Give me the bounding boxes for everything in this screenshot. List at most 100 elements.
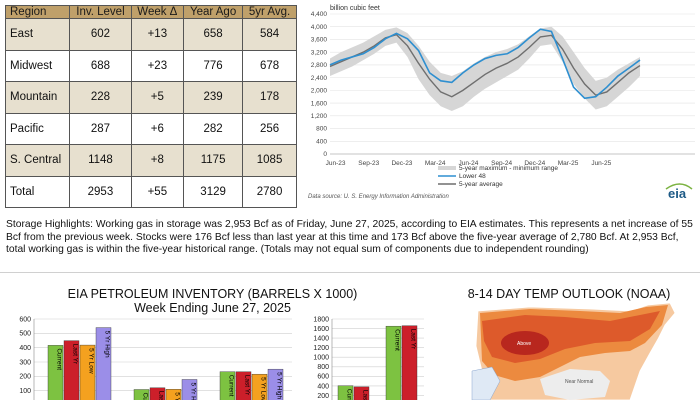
y-tick-label: 800 — [316, 126, 327, 133]
y-tick-labels: 0100200300400500600 — [19, 316, 31, 395]
bar-label: Last Yr — [72, 344, 79, 365]
petroleum-title-line-1: EIA PETROLEUM INVENTORY (BARRELS X 1000) — [67, 287, 358, 301]
bar-5-yr-high — [181, 379, 198, 400]
cell-year-ago: 3129 — [183, 175, 244, 208]
cell-week-delta: +13 — [130, 18, 185, 51]
cell-inv-level: 228 — [69, 81, 132, 114]
col-header-year-ago: Year Ago — [183, 5, 244, 19]
bar-label: Last Yr — [410, 329, 417, 350]
bar-label: Last Yr — [244, 375, 251, 396]
bar-5-yr-low — [251, 373, 268, 400]
cell-year-ago: 658 — [183, 18, 244, 51]
y-tick-label: 300 — [19, 359, 31, 366]
y-tick-label: 1200 — [313, 345, 329, 352]
y-tick-label: 3,200 — [311, 49, 328, 56]
y-tick-label: 2,800 — [311, 62, 328, 69]
bar-label: 5 Yr High — [276, 372, 283, 399]
y-tick-label: 4,000 — [311, 24, 328, 31]
x-tick-label: Jun-23 — [326, 160, 346, 167]
cell-week-delta: +8 — [130, 144, 185, 177]
y-tick-label: 500 — [19, 331, 31, 338]
bar-5-yr-high — [267, 368, 284, 400]
bar-label: Current — [228, 375, 235, 397]
bar-last-yr — [149, 387, 166, 400]
x-tick-label: Jun-24 — [458, 160, 478, 167]
bar-5-yr-low — [79, 344, 96, 400]
legend-label-5yr-average: 5-year average — [459, 181, 503, 188]
data-source-note: Data source: U. S. Energy Information Ad… — [308, 194, 450, 200]
cell-inv-level: 1148 — [69, 144, 132, 177]
y-tick-label: 1,600 — [311, 100, 328, 107]
y-tick-label: 2,000 — [311, 88, 328, 95]
y-tick-label: 400 — [19, 345, 31, 352]
map-alaska — [471, 366, 501, 400]
petroleum-title: EIA PETROLEUM INVENTORY (BARRELS X 1000)… — [0, 287, 425, 315]
cell-week-delta: +6 — [130, 112, 185, 145]
table-row: Midwest 688 +23 776 678 — [4, 49, 297, 82]
cell-inv-level: 688 — [69, 49, 132, 82]
bar-label: 5 Yr Low — [260, 377, 267, 400]
y-tick-label: 1600 — [313, 326, 329, 333]
legend-label-lower-48: Lower 48 — [459, 173, 486, 180]
map-label-above: Above — [517, 341, 531, 347]
cell-5yr-avg: 2780 — [242, 175, 297, 208]
eia-logo-arc-icon — [665, 183, 693, 190]
eia-logo: eia — [668, 186, 687, 201]
table-row: Pacific 287 +6 282 256 — [4, 112, 297, 145]
x-tick-label: Dec-23 — [391, 160, 412, 167]
legend: 5-year maximum - minimum range Lower 48 … — [438, 165, 558, 188]
petroleum-title-line-2: Week Ending June 27, 2025 — [134, 301, 291, 315]
bar-current — [219, 371, 236, 400]
table-row: S. Central 1148 +8 1175 1085 — [4, 144, 297, 177]
storage-chart: billion cubic feet 0 400 800 1,200 1,600 2,00… — [308, 5, 695, 201]
y-tick-label: 100 — [19, 388, 31, 395]
y-axis-unit-label: billion cubic feet — [330, 5, 380, 12]
bar-current — [337, 385, 354, 400]
bar-label: Last Yr — [158, 391, 165, 400]
x-tick-label: Mar-24 — [425, 160, 446, 167]
table-row-total: Total 2953 +55 3129 2780 — [4, 175, 297, 208]
bar-label: Current — [56, 348, 63, 370]
x-tick-labels: Jun-23 Sep-23 Dec-23 Mar-24 Jun-24 Sep-24 Dec-… — [326, 160, 612, 167]
cell-5yr-avg: 584 — [242, 18, 297, 51]
bar-5-yr-low — [165, 389, 182, 400]
x-tick-label: Sep-24 — [491, 160, 512, 167]
y-tick-label: 1000 — [313, 355, 329, 362]
bar-current — [133, 389, 150, 400]
series-line-lower-48 — [329, 28, 641, 100]
bar-label: 5 Yr Low — [88, 348, 95, 374]
storage-table: Region Inv. Level Week Δ Year Ago 5yr Av… — [4, 5, 297, 208]
y-tick-label: 2,400 — [311, 75, 328, 82]
cell-region: Pacific — [4, 112, 71, 145]
bar-label: Current — [142, 393, 149, 400]
table-header-row: Region Inv. Level Week Δ Year Ago 5yr Av… — [4, 5, 297, 19]
cell-inv-level: 287 — [69, 112, 132, 145]
bar-label: 5 Yr Low — [174, 392, 181, 400]
bar-last-yr — [63, 340, 80, 400]
bar-current — [47, 345, 64, 400]
cell-year-ago: 239 — [183, 81, 244, 114]
y-tick-label: 1800 — [313, 316, 329, 323]
y-tick-label: 0 — [323, 151, 327, 158]
cell-year-ago: 282 — [183, 112, 244, 145]
y-tick-label: 600 — [317, 374, 329, 381]
table-row: Mountain 228 +5 239 178 — [4, 81, 297, 114]
cell-region: Total — [4, 175, 71, 208]
x-tick-label: Mar-25 — [558, 160, 579, 167]
bar-label: Current — [394, 329, 401, 351]
legend-swatch-range — [438, 166, 456, 170]
cell-5yr-avg: 256 — [242, 112, 297, 145]
cell-year-ago: 1175 — [183, 144, 244, 177]
col-header-region: Region — [4, 5, 71, 19]
cell-5yr-avg: 1085 — [242, 144, 297, 177]
bar-label: Last Yr — [362, 390, 369, 400]
map-label-near-normal: Near Normal — [565, 379, 593, 385]
bar-last-yr — [353, 386, 370, 400]
temp-outlook-map: Above Near Normal — [471, 302, 676, 400]
y-tick-label: 400 — [317, 383, 329, 390]
y-tick-label: 200 — [19, 374, 31, 381]
x-tick-label: Sep-23 — [358, 160, 379, 167]
bar-last-yr — [401, 325, 418, 400]
y-tick-labels: 0 400 800 1,200 1,600 2,000 2,400 2,800 3,200 3,6… — [311, 11, 328, 158]
